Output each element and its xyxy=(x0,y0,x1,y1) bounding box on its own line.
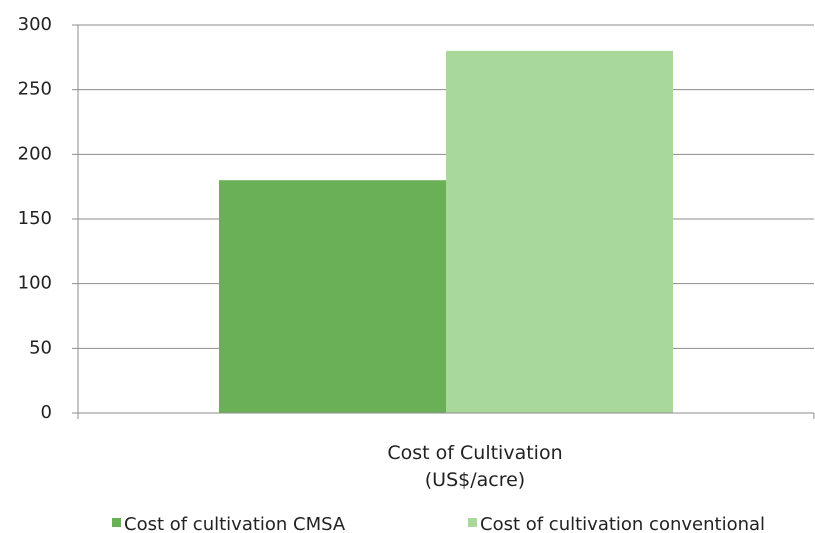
legend-swatch xyxy=(112,518,121,527)
y-tick-label: 250 xyxy=(18,79,52,100)
legend-swatch xyxy=(468,518,477,527)
legend-label: Cost of cultivation CMSA xyxy=(124,514,346,533)
y-tick-label: 150 xyxy=(18,208,52,229)
y-tick-label: 100 xyxy=(18,273,52,294)
legend-label: Cost of cultivation conventional xyxy=(480,514,765,533)
bar xyxy=(446,50,673,413)
y-tick-label: 50 xyxy=(29,337,52,358)
y-tick-label: 200 xyxy=(18,143,52,164)
y-tick-label: 300 xyxy=(18,14,52,35)
bar xyxy=(219,180,446,413)
y-tick-label: 0 xyxy=(41,402,52,423)
x-tick-label: Cost of Cultivation (US$/acre) xyxy=(387,442,563,491)
